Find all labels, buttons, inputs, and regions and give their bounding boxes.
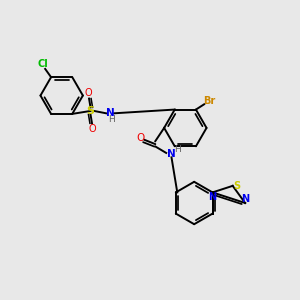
Text: S: S — [86, 106, 94, 116]
Text: N: N — [208, 191, 217, 202]
Text: O: O — [136, 133, 145, 143]
Text: N: N — [106, 108, 115, 118]
Text: H: H — [175, 146, 181, 154]
Text: O: O — [85, 88, 92, 98]
Text: N: N — [241, 194, 249, 204]
Text: N: N — [167, 149, 176, 159]
Text: H: H — [108, 115, 115, 124]
Text: S: S — [233, 181, 240, 191]
Text: Br: Br — [203, 96, 215, 106]
Text: O: O — [89, 124, 96, 134]
Text: Cl: Cl — [38, 59, 49, 69]
